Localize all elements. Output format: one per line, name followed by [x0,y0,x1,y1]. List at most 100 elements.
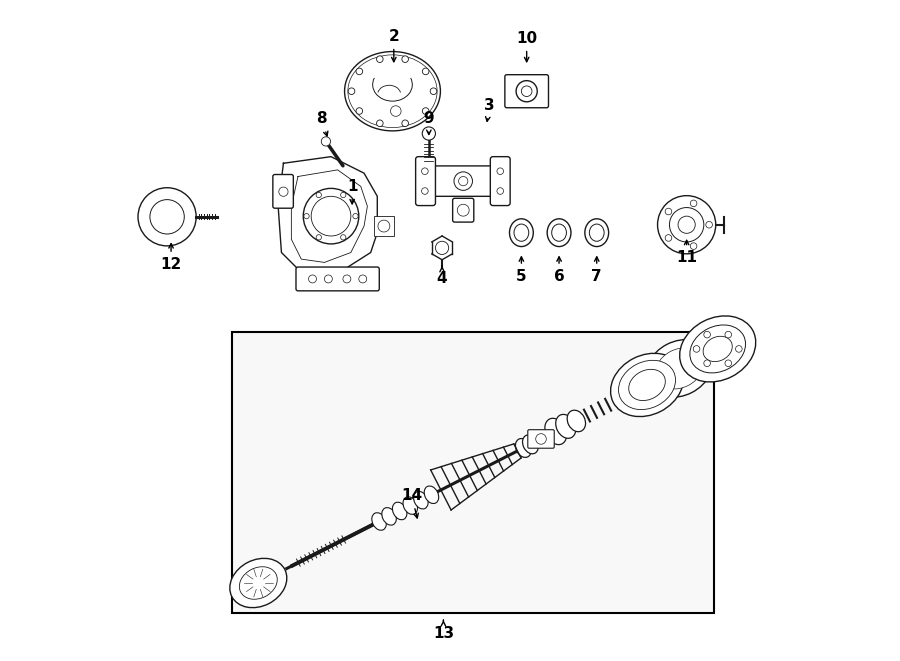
Circle shape [324,275,332,283]
Circle shape [402,120,409,127]
Ellipse shape [230,559,287,607]
Text: 11: 11 [676,241,698,265]
Circle shape [497,188,503,194]
Text: 14: 14 [401,488,422,518]
Circle shape [359,275,366,283]
Ellipse shape [392,502,407,520]
Circle shape [693,346,700,352]
Circle shape [279,187,288,196]
Text: 5: 5 [516,257,526,284]
Circle shape [665,235,671,241]
Circle shape [356,108,363,114]
Ellipse shape [403,497,418,514]
Circle shape [658,196,716,254]
FancyBboxPatch shape [416,157,436,206]
Circle shape [422,127,436,140]
Ellipse shape [555,414,576,438]
Circle shape [690,243,697,249]
Circle shape [321,137,330,146]
Bar [374,216,394,236]
Circle shape [497,168,503,175]
Circle shape [422,68,429,75]
Circle shape [402,56,409,62]
Ellipse shape [590,224,604,241]
Circle shape [678,216,695,233]
Text: 6: 6 [554,257,564,284]
Text: 9: 9 [424,112,434,134]
Text: 3: 3 [484,98,495,122]
FancyBboxPatch shape [453,198,473,222]
FancyBboxPatch shape [422,166,504,196]
Ellipse shape [523,435,538,454]
Ellipse shape [618,360,676,410]
Ellipse shape [655,348,704,389]
Ellipse shape [372,513,386,530]
Text: 2: 2 [389,29,400,61]
Circle shape [436,241,449,254]
Ellipse shape [547,219,571,247]
Circle shape [421,188,428,194]
Ellipse shape [514,224,529,241]
Text: 1: 1 [346,179,357,204]
Ellipse shape [239,566,277,600]
Circle shape [316,192,321,198]
Circle shape [690,200,697,207]
Ellipse shape [544,418,567,445]
Circle shape [516,81,537,102]
Circle shape [706,221,713,228]
FancyBboxPatch shape [527,430,554,448]
Circle shape [309,275,317,283]
Circle shape [421,168,428,175]
Ellipse shape [345,52,440,131]
Polygon shape [278,157,391,276]
Circle shape [457,204,469,216]
FancyBboxPatch shape [491,157,510,206]
Text: 12: 12 [160,244,182,272]
Ellipse shape [509,219,534,247]
Circle shape [704,331,710,338]
Ellipse shape [552,224,566,241]
Circle shape [356,68,363,75]
Ellipse shape [567,410,586,432]
Circle shape [536,434,546,444]
FancyBboxPatch shape [505,75,548,108]
Ellipse shape [585,219,608,247]
Circle shape [430,88,436,95]
Text: 8: 8 [317,112,328,136]
Ellipse shape [680,316,756,382]
Ellipse shape [424,486,438,504]
Circle shape [343,275,351,283]
Circle shape [340,192,346,198]
Ellipse shape [703,336,733,362]
Circle shape [725,360,732,367]
Circle shape [391,106,401,116]
Circle shape [459,176,468,186]
Ellipse shape [516,438,531,457]
Circle shape [704,360,710,367]
Ellipse shape [414,491,428,509]
Ellipse shape [610,354,683,416]
Ellipse shape [382,508,396,525]
Circle shape [422,108,429,114]
Circle shape [150,200,184,234]
Circle shape [316,235,321,240]
Circle shape [665,208,671,215]
Circle shape [311,196,351,236]
Circle shape [725,331,732,338]
Circle shape [376,120,383,127]
Text: 7: 7 [591,257,602,284]
FancyBboxPatch shape [273,175,293,208]
Circle shape [340,235,346,240]
Circle shape [303,188,359,244]
Text: 10: 10 [516,31,537,61]
Circle shape [376,56,383,62]
Circle shape [304,214,310,219]
Circle shape [138,188,196,246]
Ellipse shape [629,369,665,401]
Text: 13: 13 [433,620,454,641]
Circle shape [378,220,390,232]
Ellipse shape [646,340,713,397]
Ellipse shape [689,325,745,373]
Circle shape [735,346,742,352]
Circle shape [348,88,355,95]
